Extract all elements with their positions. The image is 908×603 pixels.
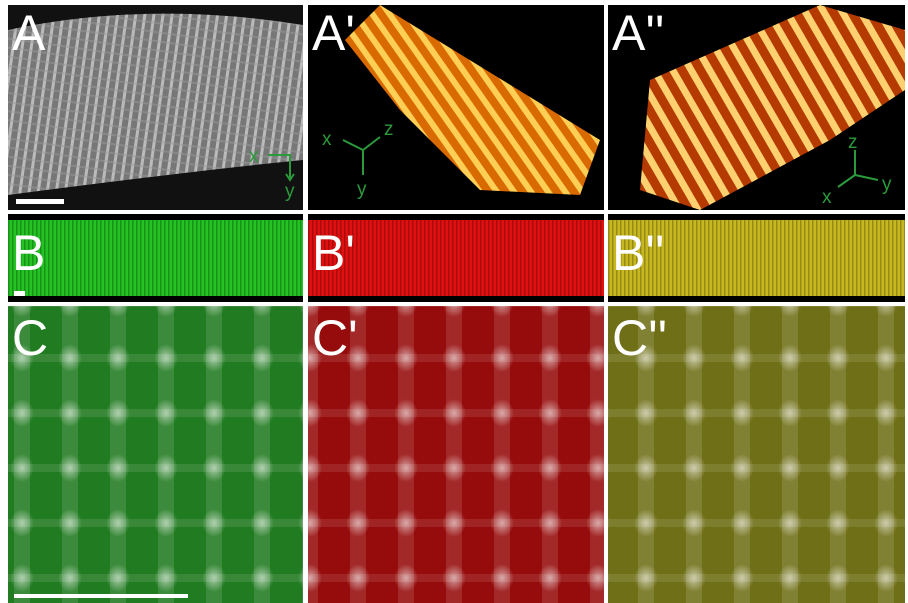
axis-label: x [822,187,832,208]
panel-label: A'' [612,5,664,61]
panel-label: C'' [612,310,667,366]
scale-bar [16,199,64,204]
panel-label: C [12,310,48,366]
panel-label: A [12,5,46,61]
panel-label: B' [312,225,355,281]
axis-label: y [285,181,295,202]
scale-bar [14,594,188,598]
axis-label: x [322,129,332,150]
panel-label: C' [312,310,358,366]
panel-label: B'' [612,225,664,281]
figure: A A' A'' B B' B'' C C' C'' x y x z y z x… [0,0,908,603]
panel-label: A' [312,5,355,61]
axis-label: z [848,132,858,153]
scale-bar [14,291,25,296]
axis-label: y [882,174,892,195]
panel-label: B [12,225,45,281]
axis-label: y [357,179,367,200]
axis-label: x [249,146,259,167]
axis-label: z [384,119,394,140]
